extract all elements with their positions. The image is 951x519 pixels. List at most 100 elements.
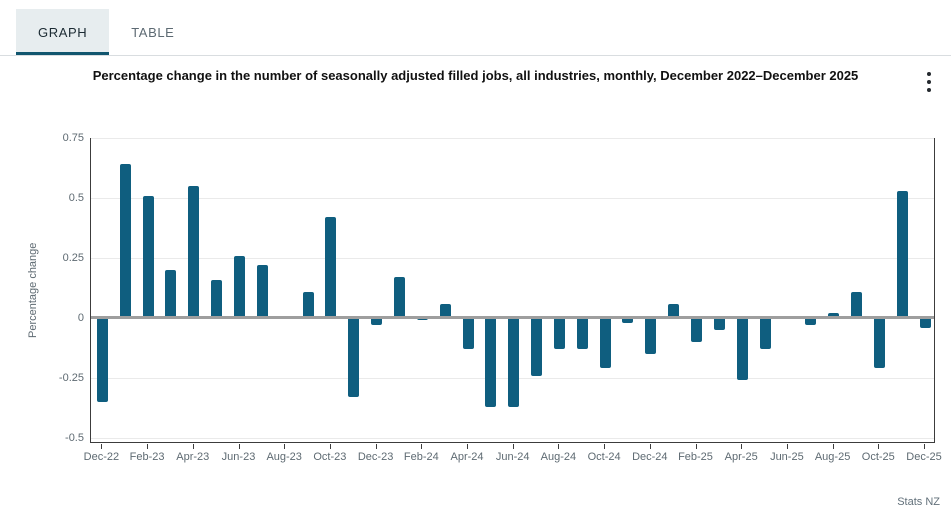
bar-Jan-25[interactable] [668, 303, 680, 318]
bar-Sep-25[interactable] [850, 291, 862, 318]
x-tick-label: Aug-25 [814, 451, 851, 463]
x-tick-mark [192, 444, 194, 449]
x-tick-mark [649, 444, 651, 449]
bar-Sep-24[interactable] [576, 318, 588, 350]
kebab-dot [927, 88, 931, 92]
bar-Sep-23[interactable] [302, 291, 314, 318]
x-tick-label: Dec-23 [357, 451, 394, 463]
x-tick-label: Oct-25 [861, 451, 895, 463]
bar-Dec-25[interactable] [919, 318, 931, 328]
gridline [91, 138, 934, 139]
bar-Apr-25[interactable] [736, 318, 748, 381]
bar-Jul-25[interactable] [805, 318, 817, 326]
x-tick-label: Dec-24 [632, 451, 668, 463]
x-tick-mark [924, 444, 925, 449]
x-tick-label: Feb-25 [678, 451, 713, 463]
bar-Jun-24[interactable] [508, 318, 520, 407]
x-tick-mark [741, 444, 743, 449]
y-tick-label: -0.25 [58, 372, 84, 384]
bar-Mar-24[interactable] [439, 303, 451, 318]
zero-line [91, 316, 934, 319]
x-tick-label: Jun-25 [770, 451, 804, 463]
bar-Dec-24[interactable] [645, 318, 657, 354]
bar-Nov-24[interactable] [622, 318, 634, 323]
bar-May-25[interactable] [759, 318, 771, 350]
x-tick-mark [421, 444, 423, 449]
tab-table-label: TABLE [131, 24, 175, 40]
x-tick-label: Feb-24 [403, 451, 439, 463]
bar-Jun-23[interactable] [234, 255, 245, 318]
bar-Dec-23[interactable] [371, 318, 383, 326]
x-tick-mark [329, 444, 331, 449]
x-tick-label: Dec-25 [906, 451, 942, 463]
bar-Feb-24[interactable] [416, 318, 428, 321]
chart-title: Percentage change in the number of seaso… [92, 68, 859, 83]
y-tick-label: 0 [77, 312, 84, 324]
x-tick-label: Oct-23 [313, 451, 347, 463]
x-tick-label: Aug-23 [266, 451, 302, 463]
bar-Feb-23[interactable] [142, 195, 154, 318]
tab-graph-label: GRAPH [38, 24, 88, 40]
x-tick-mark [832, 444, 834, 449]
bar-Mar-25[interactable] [713, 318, 725, 330]
x-tick-label: Apr-25 [724, 451, 758, 463]
bar-Apr-24[interactable] [462, 318, 474, 350]
x-tick-label: Oct-24 [587, 451, 621, 463]
x-tick-label: Feb-23 [129, 451, 165, 463]
tab-table[interactable]: TABLE [109, 9, 196, 55]
y-tick-label: 0.75 [62, 132, 84, 144]
x-tick-label: Aug-24 [540, 451, 577, 463]
gridline [91, 258, 934, 259]
bar-Mar-23[interactable] [165, 270, 177, 318]
x-tick-mark [147, 444, 149, 449]
x-axis-tick-labels: Dec-22 Feb-23 Apr-23 Jun-23 Aug-23 Oct-23 Dec-… [84, 451, 942, 465]
y-tick-label: -0.5 [65, 432, 84, 444]
bar-Aug-24[interactable] [553, 318, 565, 350]
bar-Jul-23[interactable] [256, 265, 268, 318]
x-tick-label: Jun-23 [221, 451, 256, 463]
x-tick-mark [558, 444, 560, 449]
gridline [91, 438, 934, 439]
bar-Oct-24[interactable] [599, 318, 611, 369]
kebab-dot [927, 80, 931, 84]
x-tick-label: Apr-23 [176, 451, 210, 463]
y-axis-tick-labels: 0.75 0.5 0.25 0 -0.25 -0.5 [0, 132, 84, 444]
x-tick-mark [512, 444, 514, 449]
x-tick-label: Apr-24 [450, 451, 484, 463]
bar-Dec-22[interactable] [96, 318, 108, 402]
y-tick-label: 0.5 [68, 192, 84, 204]
x-tick-mark [284, 444, 286, 449]
kebab-menu-icon[interactable] [920, 69, 938, 95]
bar-Jan-23[interactable] [119, 164, 131, 318]
bar-Nov-25[interactable] [896, 190, 908, 318]
x-tick-mark [786, 444, 788, 449]
plot-area [90, 138, 935, 443]
tab-bar: GRAPH TABLE [0, 0, 951, 56]
x-tick-mark [695, 444, 697, 449]
x-tick-mark [604, 444, 606, 449]
x-axis-tick-marks [90, 444, 935, 450]
bar-Apr-23[interactable] [188, 186, 200, 318]
title-row: Percentage change in the number of seaso… [0, 66, 951, 92]
bar-May-23[interactable] [211, 279, 223, 318]
x-tick-mark [878, 444, 880, 449]
x-tick-mark [375, 444, 377, 449]
bar-Feb-25[interactable] [691, 318, 702, 342]
y-tick-label: 0.25 [62, 252, 84, 264]
bar-Oct-25[interactable] [873, 318, 885, 369]
bar-Oct-23[interactable] [325, 217, 337, 318]
x-tick-label: Dec-22 [83, 451, 120, 463]
bar-May-24[interactable] [485, 318, 497, 407]
kebab-dot [927, 72, 931, 76]
x-tick-mark [238, 444, 240, 449]
bar-Jul-24[interactable] [531, 318, 543, 376]
x-tick-label: Jun-24 [495, 451, 530, 463]
bar-Aug-25[interactable] [828, 313, 840, 318]
source-attribution: Stats NZ [897, 496, 940, 508]
tab-graph[interactable]: GRAPH [16, 9, 110, 55]
bar-Jan-24[interactable] [393, 277, 405, 318]
gridline [91, 198, 934, 199]
x-tick-mark [467, 444, 468, 449]
bar-Nov-23[interactable] [348, 318, 360, 398]
